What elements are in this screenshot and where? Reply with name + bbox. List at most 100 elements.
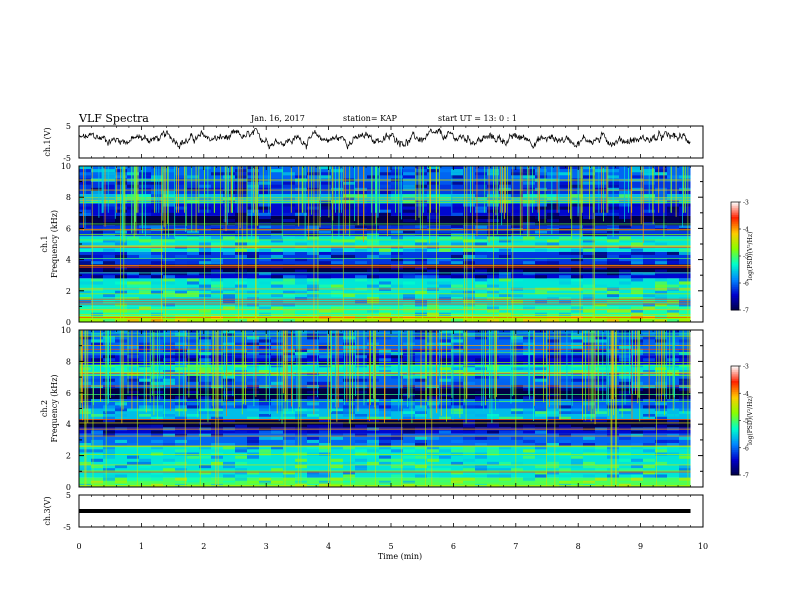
spectrogram-cell (547, 405, 559, 409)
spectrogram-cell (619, 309, 631, 313)
spectrogram-cell (115, 367, 127, 371)
x-tick-label: 5 (388, 542, 393, 551)
spectrogram-cell (535, 474, 547, 478)
spectrogram-cell (439, 269, 451, 273)
spectrogram-cell (235, 364, 247, 368)
spectrogram-cell (223, 297, 235, 301)
spectrogram-cell (511, 367, 523, 371)
spectrogram-cell (583, 424, 595, 428)
spectrogram-cell (415, 219, 427, 223)
spectrogram-cell (343, 471, 355, 475)
spectrogram-cell (259, 194, 271, 198)
spectrogram-cell (595, 372, 607, 376)
spectrogram-cell (655, 330, 667, 334)
spectrogram-cell (643, 474, 655, 478)
spectrogram-cell (259, 402, 271, 406)
spectrogram-cell (511, 172, 523, 176)
spectrogram-cell (331, 309, 343, 313)
spectrogram-cell (151, 239, 163, 243)
spectrogram-cell (667, 209, 679, 213)
spectrogram-cell (535, 465, 547, 469)
spectrogram-cell (235, 272, 247, 276)
spectrogram-cell (403, 480, 415, 484)
spectrogram-cell (595, 166, 607, 170)
spectrogram-cell (403, 209, 415, 213)
spectrogram-cell (199, 351, 211, 356)
spectrogram-cell (499, 339, 511, 343)
spectrogram-cell (571, 364, 583, 368)
colorbar-cell (731, 405, 739, 409)
spectrogram-cell (595, 446, 607, 450)
spectrogram-cell (283, 212, 295, 216)
colorbar-cell (731, 297, 739, 300)
spectrogram-cell (451, 318, 463, 322)
spectrogram-cell (175, 290, 187, 294)
spectrogram-cell (235, 405, 247, 409)
spectrogram-cell (163, 194, 175, 198)
y-tick-label: 8 (66, 357, 71, 366)
spectrogram-cell (319, 416, 331, 420)
spectrogram-cell (307, 367, 319, 371)
spectrogram-cell (631, 351, 643, 356)
spectrogram-cell (355, 413, 367, 417)
spectrogram-cell (283, 219, 295, 223)
spectrogram-cell (367, 275, 379, 279)
spectrogram-cell (547, 348, 559, 352)
spectrogram-cell (499, 468, 511, 472)
spectrogram-cell (607, 443, 619, 447)
spectrogram-cell (175, 197, 187, 201)
spectrogram-cell (679, 203, 691, 207)
spectrogram-cell (151, 175, 163, 179)
spectrogram-cell (403, 272, 415, 276)
colorbar-cell (731, 464, 739, 467)
spectrogram-cell (367, 351, 379, 356)
colorbar-cell (731, 241, 739, 244)
spectrogram-cell (571, 372, 583, 376)
spectrogram-cell (511, 219, 523, 223)
spectrogram-cell (163, 458, 175, 462)
spectrogram-cell (115, 254, 127, 259)
spectrogram-cell (151, 242, 163, 246)
spectrogram-cell (319, 181, 331, 185)
spectrogram-cell (271, 293, 283, 298)
spectrogram-cell (91, 422, 103, 425)
spectrogram-cell (115, 175, 127, 179)
spectrogram-cell (163, 290, 175, 294)
spectrogram-cell (379, 209, 391, 213)
spectrogram-cell (295, 212, 307, 216)
spectrogram-cell (631, 318, 643, 322)
spectrogram-cell (91, 175, 103, 179)
spectrogram-cell (667, 318, 679, 322)
spectrogram-cell (115, 364, 127, 368)
spectrogram-cell (103, 206, 115, 210)
spectrogram-cell (571, 278, 583, 282)
spectrogram-cell (607, 455, 619, 459)
spectrogram-cell (427, 169, 439, 173)
spectrogram-cell (259, 206, 271, 210)
spectrogram-cell (355, 378, 367, 382)
spectrogram-band (79, 272, 691, 279)
spectrogram-cell (595, 258, 607, 262)
spectrogram-cell (271, 239, 283, 243)
spectrogram-cell (415, 166, 427, 170)
spectrogram-cell (151, 236, 163, 240)
spectrogram-cell (235, 455, 247, 459)
spectrogram-cell (451, 239, 463, 243)
spectrogram-cell (211, 284, 223, 288)
spectrogram-cell (631, 251, 643, 255)
spectrogram-cell (487, 474, 499, 478)
spectrogram-cell (259, 408, 271, 412)
spectrogram-cell (427, 275, 439, 279)
spectrogram-cell (631, 215, 643, 220)
spectrogram-cell (511, 278, 523, 282)
spectrogram-cell (235, 430, 247, 434)
spectrogram-cell (679, 399, 691, 403)
spectrogram-cell (235, 181, 247, 185)
spectrogram-cell (403, 181, 415, 185)
spectrogram-cell (103, 433, 115, 437)
spectrogram-cell (631, 471, 643, 475)
spectrogram-cell (523, 449, 535, 453)
spectrogram-cell (391, 181, 403, 185)
spectrogram-cell (595, 336, 607, 340)
spectrogram-cell (307, 430, 319, 434)
